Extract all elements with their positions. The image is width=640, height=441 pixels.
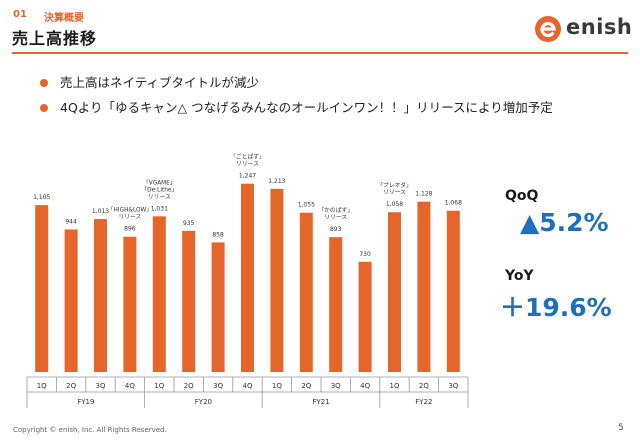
bullet-text: 4Qより「ゆるキャン△ つなげるみんなのオールインワン！！」リリースにより増加予… [60,100,553,115]
data-label: 944 [65,218,77,225]
data-label: 1,055 [298,202,315,209]
bar [446,210,460,372]
logo-mark-icon [535,16,561,42]
fiscal-year-label: FY21 [312,398,329,406]
data-label: 893 [330,226,342,233]
bar [388,212,401,372]
quarter-label: 2Q [184,382,194,390]
quarter-label: 2Q [66,382,76,390]
bullet-dot-icon [40,79,48,87]
bar [35,205,49,372]
bar [182,230,196,372]
section-title: 決算概要 [44,13,84,24]
bar [123,236,137,372]
data-label: 1,031 [151,205,168,212]
quarter-label: 1Q [272,382,282,390]
bar [358,261,372,372]
section-number: 01 [13,9,27,20]
data-label: 896 [124,226,136,233]
data-label: 935 [183,220,195,227]
data-label: 730 [359,251,371,258]
header-divider [12,52,628,54]
page-title: 売上高推移 [12,29,98,48]
bullet-item: 4Qより「ゆるキャン△ つなげるみんなのオールインワン！！」リリースにより増加予… [40,99,553,116]
quarter-label: 2Q [419,382,429,390]
release-annotation: リリース [383,189,406,196]
release-annotation: 「プレオダ」 [377,181,412,189]
data-label: 1,058 [386,201,403,208]
quarter-label: 1Q [37,382,47,390]
slide-header: 01 決算概要 売上高推移 enish [0,0,640,56]
quarter-label: 3Q [448,382,458,390]
quarter-label: 4Q [243,382,253,390]
release-annotation: 「かのぱず」 [318,206,353,214]
release-annotation: リリース [148,193,171,200]
data-label: 1,068 [445,200,462,207]
yoy-label: YoY [505,268,534,284]
bullet-dot-icon [40,104,48,112]
bar [211,242,225,372]
quarter-label: 3Q [331,382,341,390]
bullet-text: 売上高はネイティブタイトルが減少 [60,75,260,90]
quarter-label: 3Q [213,382,223,390]
bar [329,237,343,372]
release-annotation: 「VGAME」 [143,179,176,186]
copyright: Copyright © enish, Inc. All Rights Reser… [13,426,167,434]
qoq-value: ▲5.2% [520,208,609,237]
bar [64,229,78,372]
bar [299,212,313,372]
quarter-label: 1Q [154,382,164,390]
quarter-label: 4Q [125,382,135,390]
quarter-label: 2Q [301,382,311,390]
yoy-value: ＋19.6% [500,293,612,322]
enish-logo: enish [535,15,633,45]
bullet-item: 売上高はネイティブタイトルが減少 [40,74,553,91]
qoq-label: QoQ [505,188,539,204]
release-annotation: リリース [324,214,347,221]
bullet-list: 売上高はネイティブタイトルが減少 4Qより「ゆるキャン△ つなげるみんなのオール… [40,74,553,124]
bar [241,183,254,372]
bar [152,216,166,372]
fiscal-year-label: FY20 [195,398,212,406]
logo-text: enish [566,15,633,39]
bar [94,219,107,372]
quarter-label: 4Q [360,382,370,390]
data-label: 1,247 [239,173,256,180]
data-label: 1,213 [268,178,285,185]
bar [270,188,284,372]
data-label: 1,013 [92,208,109,215]
page-number: 5 [618,423,624,433]
bar [417,201,431,372]
release-annotation: 「De:Lithe」 [141,186,177,193]
release-annotation: リリース [118,214,141,221]
data-label: 1,105 [33,194,50,201]
quarter-label: 1Q [390,382,400,390]
data-label: 858 [212,231,224,238]
release-annotation: 「HIGH&LOW」 [108,207,152,214]
fiscal-year-label: FY22 [415,398,432,406]
fiscal-year-label: FY19 [77,398,94,406]
data-label: 1,128 [415,191,432,198]
release-annotation: 「ごとぱず」 [230,153,265,161]
quarter-label: 3Q [96,382,106,390]
release-annotation: リリース [236,161,259,168]
